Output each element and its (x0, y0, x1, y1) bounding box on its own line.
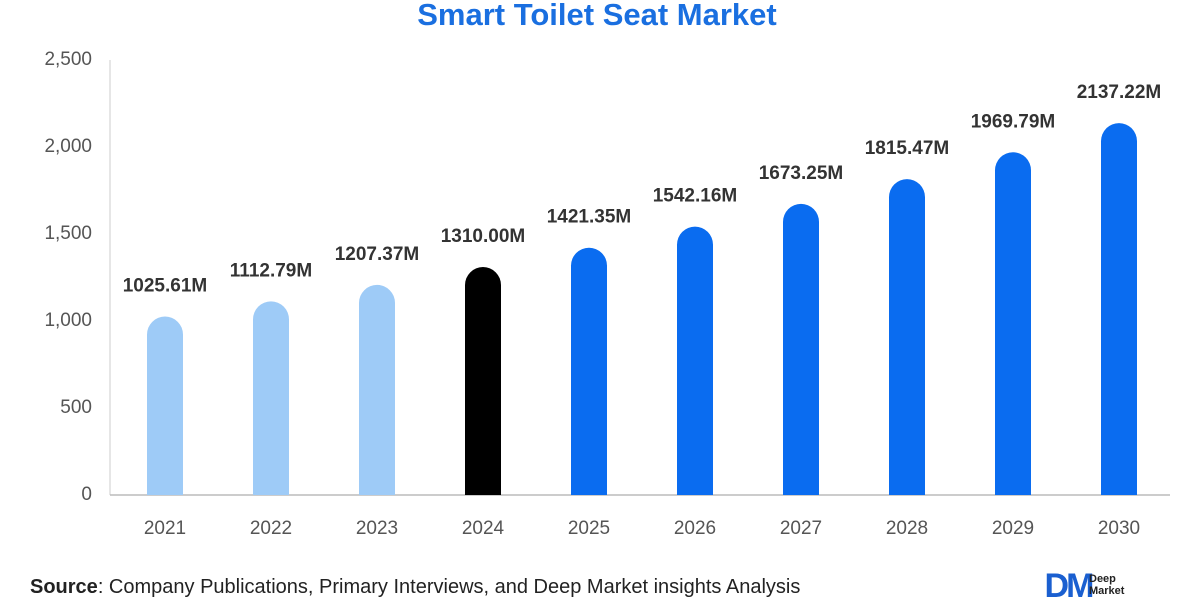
source-label: Source (30, 576, 98, 598)
value-label: 1207.37M (335, 244, 420, 265)
y-tick-label: 2,000 (44, 136, 92, 157)
bar (253, 301, 289, 495)
value-label: 1673.25M (759, 163, 844, 184)
bar (359, 284, 395, 495)
x-tick-label: 2026 (674, 518, 716, 539)
x-tick-label: 2029 (992, 518, 1034, 539)
x-tick-label: 2025 (568, 518, 610, 539)
value-label: 1969.79M (971, 111, 1056, 132)
value-label: 2137.22M (1077, 82, 1162, 103)
y-tick-label: 0 (81, 484, 92, 505)
x-tick-label: 2024 (462, 518, 505, 539)
source: Source: Company Publications, Primary In… (30, 576, 800, 598)
bar (783, 203, 819, 496)
source-text: : Company Publications, Primary Intervie… (98, 576, 801, 598)
bar (571, 247, 607, 495)
x-tick-label: 2023 (356, 518, 398, 539)
y-tick-label: 1,500 (44, 223, 92, 244)
x-tick-label: 2027 (780, 518, 822, 539)
bar (677, 226, 713, 495)
value-label: 1421.35M (547, 207, 632, 228)
value-label: 1542.16M (653, 186, 738, 207)
bar (995, 152, 1031, 496)
logo-text: Market (1089, 585, 1125, 597)
x-tick-label: 2028 (886, 518, 928, 539)
bar (1101, 123, 1137, 495)
bar (465, 267, 501, 495)
y-tick-label: 2,500 (44, 49, 92, 70)
chart-title: Smart Toilet Seat Market (417, 0, 776, 32)
value-label: 1815.47M (865, 138, 950, 159)
logo-mark: DM (1045, 567, 1094, 600)
bar (147, 316, 183, 495)
value-label: 1310.00M (441, 226, 526, 247)
y-tick-label: 500 (60, 397, 92, 418)
x-tick-label: 2021 (144, 518, 186, 539)
bar (889, 179, 925, 495)
y-tick-label: 1,000 (44, 310, 92, 331)
logo-text: Deep (1089, 573, 1116, 585)
x-tick-label: 2022 (250, 518, 292, 539)
x-tick-label: 2030 (1098, 518, 1140, 539)
value-label: 1025.61M (123, 276, 208, 297)
value-label: 1112.79M (230, 260, 312, 281)
